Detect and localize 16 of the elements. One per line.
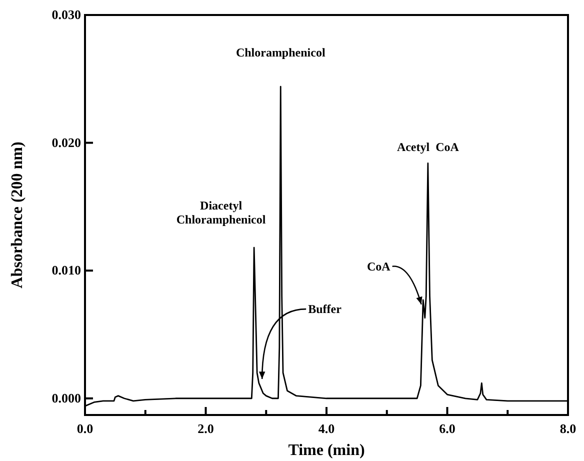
x-tick-label: 4.0 xyxy=(318,421,335,436)
annotation: Buffer xyxy=(308,302,342,316)
y-tick-label: 0.010 xyxy=(52,262,81,278)
annotation: Acetyl CoA xyxy=(396,140,460,154)
x-tick-label: 6.0 xyxy=(439,421,456,436)
y-tick-label: 0.000 xyxy=(52,390,81,406)
annotation: CoA xyxy=(366,259,391,274)
y-tick-label: 0.030 xyxy=(52,7,81,22)
y-tick-label: 0.020 xyxy=(52,134,81,150)
x-tick-label: 0.0 xyxy=(76,421,94,436)
annotation: Chloramphenicol xyxy=(236,46,326,60)
x-axis-title: Time (min) xyxy=(288,442,365,459)
annotation: Diacetyl Chloramphenicol xyxy=(176,198,266,227)
y-axis-title: Absorbance (200 nm) xyxy=(9,142,26,288)
x-tick-label: 2.0 xyxy=(198,421,214,436)
x-tick-label: 8.0 xyxy=(560,421,576,436)
